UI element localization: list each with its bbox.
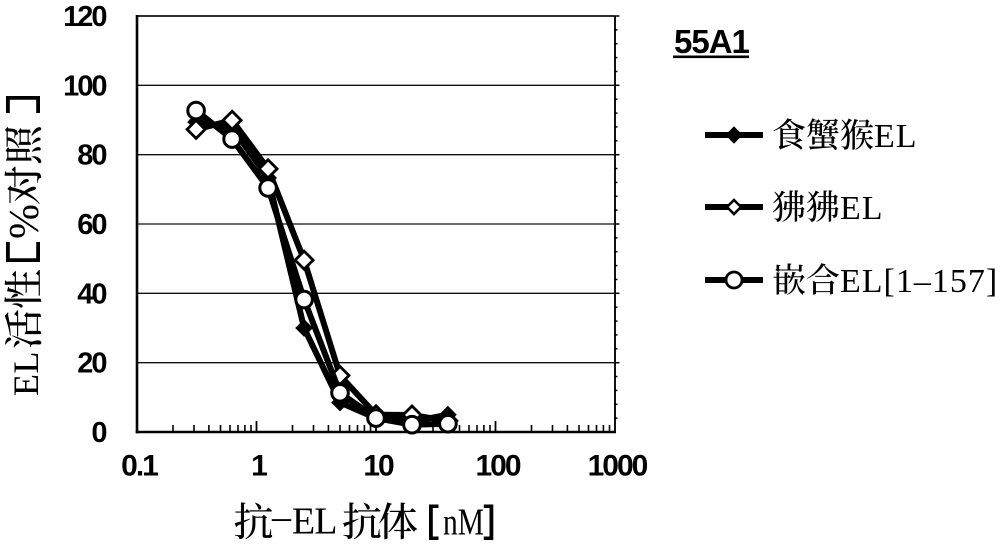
svg-text:EL: EL	[292, 501, 336, 543]
svg-text:10: 10	[363, 450, 394, 483]
svg-text:20: 20	[77, 348, 106, 380]
svg-text:40: 40	[77, 278, 106, 310]
svg-text:0: 0	[91, 417, 106, 449]
svg-text:1000: 1000	[588, 450, 648, 483]
svg-text:0.1: 0.1	[121, 450, 158, 483]
svg-text:100: 100	[63, 70, 106, 102]
svg-text:EL: EL	[874, 118, 918, 155]
svg-text:120: 120	[63, 1, 106, 33]
svg-text:80: 80	[77, 140, 106, 172]
svg-text:nM: nM	[443, 502, 484, 544]
svg-text:–: –	[271, 496, 292, 538]
svg-text:100: 100	[475, 450, 520, 483]
svg-text:55A1: 55A1	[674, 23, 750, 60]
svg-text:60: 60	[77, 209, 106, 241]
svg-text:%: %	[2, 204, 48, 239]
svg-text:1: 1	[251, 450, 267, 483]
svg-text:EL[1–157]: EL[1–157]	[840, 263, 998, 300]
svg-text:EL: EL	[6, 351, 46, 396]
svg-text:EL: EL	[840, 190, 884, 227]
